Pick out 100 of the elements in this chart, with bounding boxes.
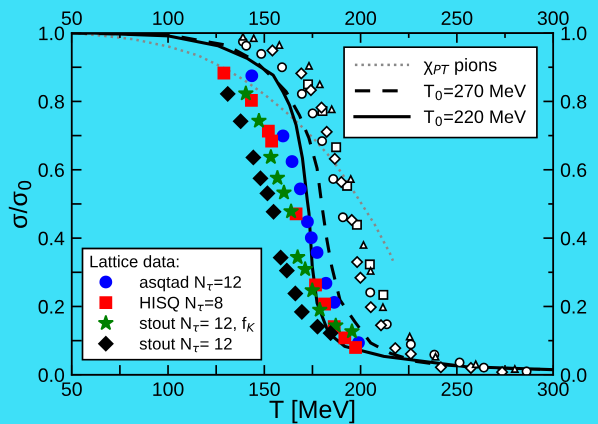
point xyxy=(290,248,306,264)
point xyxy=(288,286,304,302)
point xyxy=(365,287,376,298)
x2-tick-label: 100 xyxy=(153,11,184,26)
x-tick-label: 100 xyxy=(153,382,184,396)
point xyxy=(238,85,254,101)
point xyxy=(364,301,377,314)
point xyxy=(262,148,279,164)
x-tick-label: 200 xyxy=(345,382,376,396)
point xyxy=(366,266,375,275)
y-tick-label: 0.6 xyxy=(38,163,64,178)
x-tick-label: 50 xyxy=(62,382,82,396)
y-tick-label: 0.8 xyxy=(38,94,64,109)
y-tick-label: 0.2 xyxy=(38,300,64,314)
x2-tick-label: 150 xyxy=(250,11,280,26)
x-tick-label: 250 xyxy=(442,382,472,396)
point xyxy=(316,80,324,88)
y2-tick-label: 0.8 xyxy=(560,94,586,109)
point xyxy=(354,272,366,284)
point xyxy=(269,169,286,185)
y2-tick-label: 0.6 xyxy=(560,163,586,178)
point xyxy=(344,322,360,338)
point xyxy=(360,240,368,249)
point xyxy=(378,290,388,300)
point xyxy=(245,69,258,82)
x2-tick-label: 300 xyxy=(538,11,569,26)
point xyxy=(294,182,307,196)
legend-label: T$_{0}$=220 MeV xyxy=(424,110,526,126)
point xyxy=(317,136,328,146)
x-axis-title: T [MeV] xyxy=(269,400,354,424)
point xyxy=(250,112,268,128)
point xyxy=(276,184,292,200)
point xyxy=(331,142,342,152)
point xyxy=(432,352,440,361)
point xyxy=(266,44,278,56)
x-tick-label: 300 xyxy=(538,382,569,396)
point xyxy=(217,66,230,80)
point xyxy=(220,86,236,102)
point xyxy=(260,186,276,202)
point xyxy=(304,282,320,298)
point xyxy=(305,62,313,70)
y2-tick-label: 0.0 xyxy=(560,368,586,382)
point xyxy=(297,260,314,276)
legend-label: T$_{0}$=270 MeV xyxy=(424,84,526,100)
point xyxy=(277,62,288,72)
x-tick-label: 150 xyxy=(250,382,280,396)
x2-tick-label: 50 xyxy=(62,11,82,26)
point xyxy=(295,67,308,80)
legend-title: Lattice data: xyxy=(90,255,178,268)
point xyxy=(472,360,480,368)
point xyxy=(241,40,252,51)
point xyxy=(266,204,282,220)
point xyxy=(294,304,310,320)
point xyxy=(272,250,288,266)
point xyxy=(312,301,328,317)
point xyxy=(310,318,326,334)
legend-label: asqtad N$_{τ}$=12 xyxy=(140,276,241,292)
point xyxy=(286,155,298,168)
point xyxy=(275,41,284,49)
point xyxy=(346,214,358,226)
y2-tick-label: 0.4 xyxy=(560,232,587,246)
point xyxy=(328,105,336,114)
point xyxy=(454,358,465,368)
x2-tick-label: 200 xyxy=(345,11,376,26)
point xyxy=(276,130,290,142)
point xyxy=(296,88,307,99)
point xyxy=(328,152,341,165)
point xyxy=(304,84,317,96)
point xyxy=(375,319,387,332)
point xyxy=(434,361,447,374)
y-tick-label: 0.0 xyxy=(38,368,64,382)
point xyxy=(322,325,338,341)
y2-tick-label: 0.2 xyxy=(560,300,586,314)
point xyxy=(310,246,324,259)
point xyxy=(250,34,258,42)
point xyxy=(378,303,387,312)
y2-tick-label: 1.0 xyxy=(562,26,586,40)
legend-label: χ$_{PT}$ pions xyxy=(424,58,497,75)
point xyxy=(338,212,348,222)
y-tick-label: 1.0 xyxy=(39,26,64,40)
point xyxy=(328,174,338,184)
legend-label: stout N$_{τ}$= 12, f$_{K}$ xyxy=(140,316,255,332)
legend-label: stout N$_{τ}$= 12 xyxy=(140,338,232,352)
point xyxy=(364,259,375,270)
point xyxy=(406,332,414,340)
point xyxy=(389,342,402,354)
point xyxy=(308,108,318,118)
point xyxy=(478,362,489,373)
y-tick-label: 0.4 xyxy=(38,232,64,246)
point xyxy=(256,48,266,59)
point xyxy=(522,366,532,375)
point xyxy=(246,150,262,166)
point xyxy=(279,262,295,278)
point xyxy=(265,134,278,148)
point xyxy=(349,341,362,354)
point xyxy=(232,114,248,129)
point xyxy=(335,176,348,188)
point xyxy=(346,175,355,183)
point xyxy=(404,348,417,360)
point xyxy=(320,126,333,138)
